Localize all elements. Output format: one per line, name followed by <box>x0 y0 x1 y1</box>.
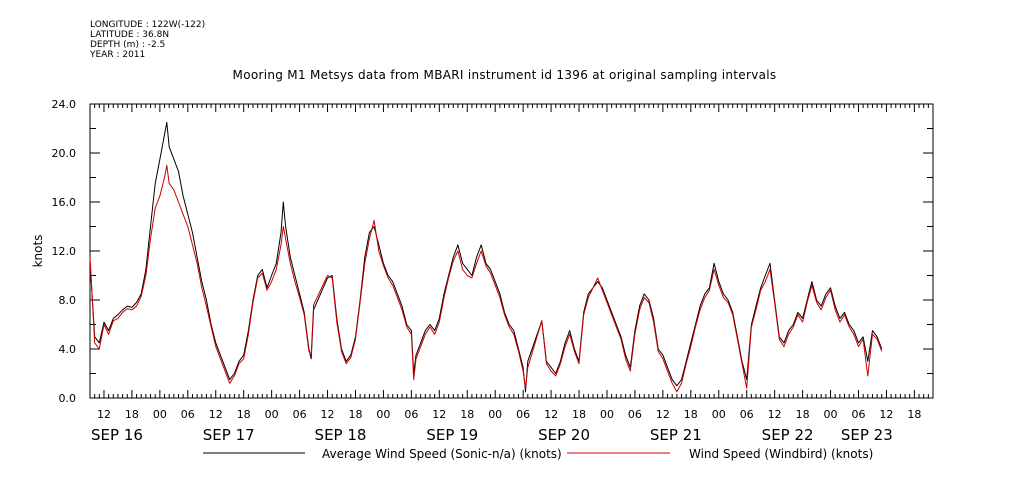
x-tick-label: 12 <box>656 408 670 421</box>
x-tick-label: 18 <box>907 408 921 421</box>
chart-title: Mooring M1 Metsys data from MBARI instru… <box>232 68 777 82</box>
x-tick-label: 18 <box>796 408 810 421</box>
year-text: YEAR : 2011 <box>90 50 146 60</box>
x-tick-label: 18 <box>125 408 139 421</box>
x-tick-labels: 12 18 00 06 12 18 00 06 12 18 00 06 12 18 00 06 12 18 00 06… <box>97 408 921 421</box>
x-tick-label: 18 <box>572 408 586 421</box>
x-tick-label: 06 <box>516 408 530 421</box>
x-day-label: SEP 19 <box>426 426 478 444</box>
y-tick-label: 20.0 <box>52 147 77 160</box>
x-tick-label: 00 <box>376 408 390 421</box>
x-day-label: SEP 16 <box>91 426 143 444</box>
x-tick-label: 06 <box>293 408 307 421</box>
y-tick-label: 24.0 <box>52 98 77 111</box>
y-tick-label: 0.0 <box>59 392 77 405</box>
latitude-text: LATITUDE : 36.8N <box>90 30 170 40</box>
x-tick-label: 00 <box>265 408 279 421</box>
x-tick-label: 00 <box>488 408 502 421</box>
plot-frame <box>89 103 934 399</box>
y-axis-label: knots <box>31 235 45 268</box>
x-tick-label: 00 <box>824 408 838 421</box>
longitude-text: LONGITUDE : 122W(-122) <box>90 20 206 30</box>
y-tick-label: 8.0 <box>59 294 77 307</box>
x-tick-label: 18 <box>460 408 474 421</box>
legend-label-windbird: Wind Speed (Windbird) (knots) <box>689 447 873 461</box>
y-tick-label: 4.0 <box>59 343 77 356</box>
x-tick-label: 06 <box>181 408 195 421</box>
x-tick-label: 12 <box>432 408 446 421</box>
x-tick-label: 12 <box>768 408 782 421</box>
x-tick-label: 06 <box>628 408 642 421</box>
y-tick-label: 16.0 <box>52 196 77 209</box>
series-line-sonic <box>89 121 883 393</box>
x-tick-label: 12 <box>879 408 893 421</box>
x-tick-label: 18 <box>684 408 698 421</box>
y-tick-labels: 0.0 4.0 8.0 12.0 16.0 20.0 24.0 <box>52 98 77 405</box>
axis-ticks <box>89 103 934 399</box>
x-day-label: SEP 18 <box>315 426 367 444</box>
x-tick-label: 00 <box>712 408 726 421</box>
x-tick-label: 12 <box>209 408 223 421</box>
x-tick-label: 18 <box>237 408 251 421</box>
y-tick-label: 12.0 <box>52 245 77 258</box>
x-day-label: SEP 23 <box>841 426 893 444</box>
legend: Average Wind Speed (Sonic-n/a) (knots) W… <box>203 447 873 461</box>
x-tick-label: 06 <box>404 408 418 421</box>
x-day-label: SEP 21 <box>650 426 702 444</box>
x-day-label: SEP 20 <box>538 426 590 444</box>
x-tick-label: 18 <box>348 408 362 421</box>
x-tick-label: 12 <box>544 408 558 421</box>
legend-label-sonic: Average Wind Speed (Sonic-n/a) (knots) <box>322 447 562 461</box>
series-line-windbird <box>89 164 883 393</box>
x-day-label: SEP 22 <box>762 426 814 444</box>
x-day-label: SEP 17 <box>203 426 255 444</box>
x-tick-label: 00 <box>153 408 167 421</box>
depth-text: DEPTH (m) : -2.5 <box>90 40 166 50</box>
x-tick-label: 06 <box>851 408 865 421</box>
x-tick-label: 06 <box>740 408 754 421</box>
x-tick-label: 12 <box>321 408 335 421</box>
x-day-labels: SEP 16 SEP 17 SEP 18 SEP 19 SEP 20 SEP 21 SEP … <box>91 426 893 444</box>
x-tick-label: 12 <box>97 408 111 421</box>
series-layer <box>89 121 883 393</box>
x-tick-label: 00 <box>600 408 614 421</box>
